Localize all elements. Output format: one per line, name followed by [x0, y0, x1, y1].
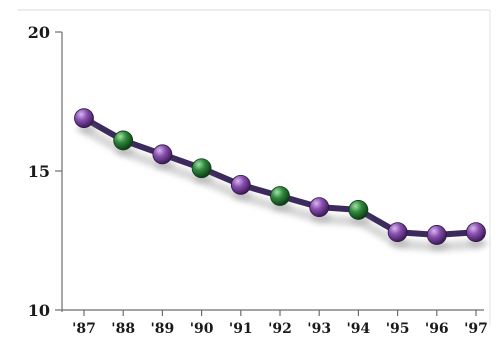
data-point	[270, 186, 290, 206]
data-point	[348, 200, 369, 220]
x-tick-label: '93	[307, 321, 331, 337]
data-point	[113, 130, 134, 151]
data-point	[230, 174, 251, 195]
x-tick-label: '95	[386, 321, 410, 337]
data-point	[309, 197, 330, 218]
series-layer	[74, 108, 488, 252]
data-point	[74, 108, 94, 129]
data-point	[387, 222, 408, 243]
x-tick-label: '94	[347, 321, 371, 337]
data-point	[152, 144, 173, 165]
y-tick-label: 15	[28, 162, 50, 181]
data-point	[191, 158, 212, 179]
x-tick-label: '87	[72, 321, 96, 337]
x-tick-label: '89	[151, 321, 175, 337]
x-tick-label: '97	[464, 321, 488, 337]
data-point	[466, 222, 486, 243]
x-tick-label: '88	[111, 321, 135, 337]
y-tick-label: 20	[28, 23, 50, 42]
y-tick-label: 10	[28, 301, 50, 320]
x-tick-label: '92	[268, 321, 292, 337]
y-axis: 10 15 20	[28, 23, 63, 320]
x-tick-label: '91	[229, 321, 253, 337]
x-tick-label: '90	[190, 321, 214, 337]
x-tick-label: '96	[425, 321, 449, 337]
data-point	[426, 225, 447, 245]
x-axis: '87 '88 '89 '90 '91 '92 '93 '94 '95 '96 '97	[62, 309, 488, 337]
